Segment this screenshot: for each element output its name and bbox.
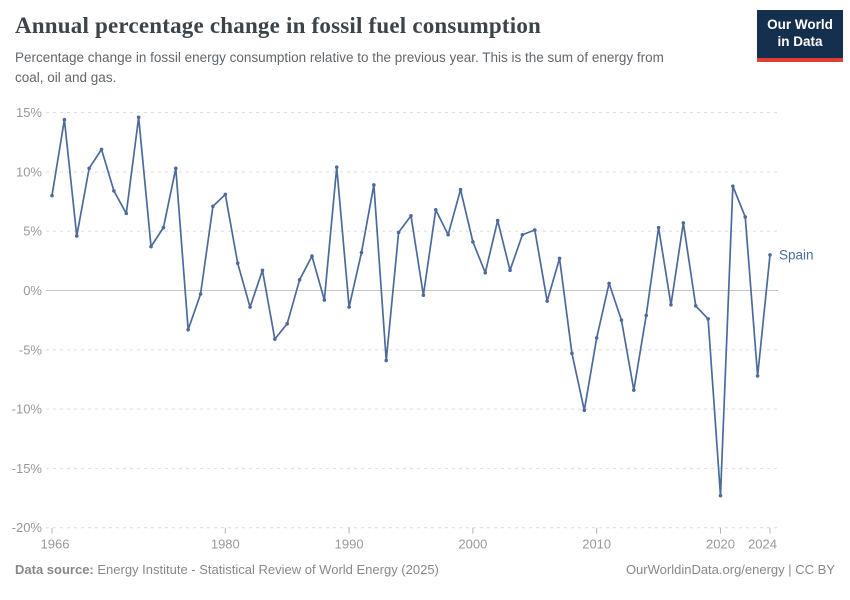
chart-footer: Data source: Energy Institute - Statisti… xyxy=(15,562,835,577)
data-point[interactable] xyxy=(570,351,574,356)
data-point[interactable] xyxy=(644,313,649,318)
data-point[interactable] xyxy=(62,117,67,122)
subtitle-line-2: coal, oil and gas. xyxy=(15,70,117,86)
data-point[interactable] xyxy=(743,215,748,219)
data-point[interactable] xyxy=(322,298,327,302)
data-point[interactable] xyxy=(112,189,116,193)
x-axis-tick-label: 1990 xyxy=(335,537,364,552)
y-axis-tick-label: -5% xyxy=(19,342,43,357)
data-point[interactable] xyxy=(471,240,475,244)
data-point[interactable] xyxy=(161,225,166,230)
data-point[interactable] xyxy=(582,408,587,413)
subtitle-line-1: Percentage change in fossil energy consu… xyxy=(15,50,664,65)
x-axis-tick-label: 1980 xyxy=(211,537,240,552)
x-axis-tick-label: 1966 xyxy=(41,537,70,552)
data-point[interactable] xyxy=(446,232,450,237)
data-point[interactable] xyxy=(768,253,772,257)
data-point[interactable] xyxy=(669,302,673,307)
data-point[interactable] xyxy=(235,261,240,266)
data-point[interactable] xyxy=(706,317,710,321)
series-end-label[interactable]: Spain xyxy=(779,247,814,262)
data-point[interactable] xyxy=(359,250,364,255)
data-point[interactable] xyxy=(433,208,438,212)
data-point[interactable] xyxy=(607,281,611,286)
data-source-label: Data source: xyxy=(15,562,94,577)
x-axis-tick-label: 2024 xyxy=(748,537,777,552)
data-point[interactable] xyxy=(483,270,488,275)
x-axis-tick-label: 2020 xyxy=(706,537,735,552)
y-axis-tick-label: -15% xyxy=(12,461,43,476)
data-point[interactable] xyxy=(173,166,178,171)
data-point[interactable] xyxy=(248,305,252,309)
x-axis-tick-label: 2000 xyxy=(458,537,487,552)
data-point[interactable] xyxy=(372,183,376,187)
data-point[interactable] xyxy=(260,268,265,273)
data-point[interactable] xyxy=(508,268,512,273)
data-point[interactable] xyxy=(421,293,426,298)
data-point[interactable] xyxy=(149,244,153,249)
data-point[interactable] xyxy=(632,388,636,392)
data-point[interactable] xyxy=(731,184,735,188)
data-point[interactable] xyxy=(50,193,54,198)
data-point[interactable] xyxy=(693,304,698,308)
data-point[interactable] xyxy=(656,225,661,230)
data-point[interactable] xyxy=(198,292,203,296)
data-source-text: Energy Institute - Statistical Review of… xyxy=(93,562,439,577)
data-point[interactable] xyxy=(495,218,500,223)
owid-logo-line1: Our World xyxy=(767,17,833,32)
y-axis-tick-label: 0% xyxy=(23,283,42,298)
page-title: Annual percentage change in fossil fuel … xyxy=(15,13,542,38)
data-point[interactable] xyxy=(297,278,302,282)
data-point[interactable] xyxy=(136,115,141,120)
data-point[interactable] xyxy=(755,374,760,378)
data-point[interactable] xyxy=(87,166,91,171)
data-point[interactable] xyxy=(347,305,351,309)
line-series-spain[interactable] xyxy=(51,116,771,497)
data-source: Data source: Energy Institute - Statisti… xyxy=(15,562,439,577)
data-point[interactable] xyxy=(273,337,277,341)
data-point[interactable] xyxy=(594,336,599,340)
y-axis-tick-label: 15% xyxy=(16,105,42,120)
data-point[interactable] xyxy=(718,493,723,498)
data-point[interactable] xyxy=(310,254,314,258)
data-point[interactable] xyxy=(384,358,389,363)
chart-titles: Annual percentage change in fossil fuel … xyxy=(15,13,735,89)
data-point[interactable] xyxy=(681,221,686,225)
chart-subtitle: Percentage change in fossil energy consu… xyxy=(15,48,735,89)
owid-logo-line2: in Data xyxy=(777,34,823,50)
data-point[interactable] xyxy=(545,299,549,303)
data-point[interactable] xyxy=(619,318,624,322)
data-point[interactable] xyxy=(211,204,215,209)
data-point[interactable] xyxy=(396,230,401,235)
x-axis-tick-label: 2010 xyxy=(582,537,611,552)
data-point[interactable] xyxy=(520,232,525,237)
owid-logo: Our World in Data xyxy=(757,10,843,62)
data-point[interactable] xyxy=(285,321,290,326)
data-point[interactable] xyxy=(458,187,463,192)
data-point[interactable] xyxy=(74,234,79,238)
y-axis-tick-label: -10% xyxy=(12,402,43,417)
data-point[interactable] xyxy=(223,192,228,197)
y-axis-tick-label: 10% xyxy=(16,164,42,179)
data-point[interactable] xyxy=(99,147,104,152)
data-point[interactable] xyxy=(557,256,562,261)
data-point[interactable] xyxy=(186,327,190,332)
y-axis-tick-label: 5% xyxy=(23,224,42,239)
data-point[interactable] xyxy=(532,228,537,232)
data-point[interactable] xyxy=(334,165,339,169)
credit-text: OurWorldinData.org/energy | CC BY xyxy=(625,562,835,577)
data-point[interactable] xyxy=(409,213,413,218)
data-point[interactable] xyxy=(124,211,129,216)
y-axis-tick-label: -20% xyxy=(12,520,43,535)
